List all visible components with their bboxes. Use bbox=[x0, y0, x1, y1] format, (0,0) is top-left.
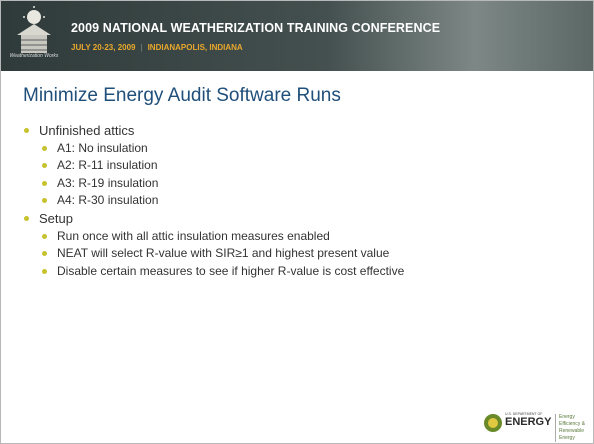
sub-bullet: A1: No insulation bbox=[21, 140, 581, 158]
bullet-text: Run once with all attic insulation measu… bbox=[57, 229, 330, 243]
bullet-dot bbox=[24, 128, 29, 133]
bullet-dot bbox=[24, 216, 29, 221]
bullet-text: Disable certain measures to see if highe… bbox=[57, 264, 404, 278]
slide: Weatherization Works 2009 NATIONAL WEATH… bbox=[0, 0, 594, 444]
sub-bullet: A3: R-19 insulation bbox=[21, 175, 581, 193]
bullet-dot bbox=[42, 234, 47, 239]
sub-bullet: A2: R-11 insulation bbox=[21, 157, 581, 175]
bullet-dot bbox=[42, 251, 47, 256]
sub-bullet: A4: R-30 insulation bbox=[21, 192, 581, 210]
bullet-dot bbox=[42, 198, 47, 203]
conference-title: 2009 NATIONAL WEATHERIZATION TRAINING CO… bbox=[71, 21, 440, 35]
logo-text: Weatherization Works bbox=[5, 53, 63, 59]
bullet: Unfinished attics bbox=[21, 122, 581, 140]
bullet-dot bbox=[42, 146, 47, 151]
bullet-list: Unfinished attics A1: No insulation A2: R-… bbox=[21, 122, 581, 280]
header-banner: Weatherization Works 2009 NATIONAL WEATH… bbox=[1, 1, 593, 71]
bullet: Setup bbox=[21, 210, 581, 228]
bullet-text: A1: No insulation bbox=[57, 141, 148, 155]
bullet-dot bbox=[42, 163, 47, 168]
slide-title: Minimize Energy Audit Software Runs bbox=[23, 85, 341, 107]
bullet-dot bbox=[42, 181, 47, 186]
sub-bullet: Disable certain measures to see if highe… bbox=[21, 263, 581, 281]
conference-location: INDIANAPOLIS, INDIANA bbox=[148, 43, 243, 52]
sub-bullet: NEAT will select R-value with SIR≥1 and … bbox=[21, 245, 581, 263]
footer-logo: U.S. DEPARTMENT OF ENERGY Energy Efficie… bbox=[483, 412, 593, 434]
brand: ENERGY bbox=[505, 416, 551, 428]
separator: | bbox=[141, 43, 143, 52]
office-line: Renewable Energy bbox=[559, 428, 593, 442]
bullet-text: Setup bbox=[39, 211, 73, 226]
conference-subtitle: JULY 20-23, 2009 | INDIANAPOLIS, INDIANA bbox=[71, 43, 243, 52]
bullet-dot bbox=[42, 269, 47, 274]
bullet-text: NEAT will select R-value with SIR≥1 and … bbox=[57, 246, 389, 260]
office-line: Energy Efficiency & bbox=[559, 414, 593, 428]
bullet-text: A2: R-11 insulation bbox=[57, 158, 158, 172]
bullet-text: A4: R-30 insulation bbox=[57, 193, 158, 207]
office: Energy Efficiency &Renewable Energy bbox=[555, 414, 593, 442]
sub-bullet: Run once with all attic insulation measu… bbox=[21, 228, 581, 246]
bullet-text: Unfinished attics bbox=[39, 123, 134, 138]
bullet-text: A3: R-19 insulation bbox=[57, 176, 158, 190]
conference-date: JULY 20-23, 2009 bbox=[71, 43, 136, 52]
doe-seal bbox=[483, 413, 503, 433]
